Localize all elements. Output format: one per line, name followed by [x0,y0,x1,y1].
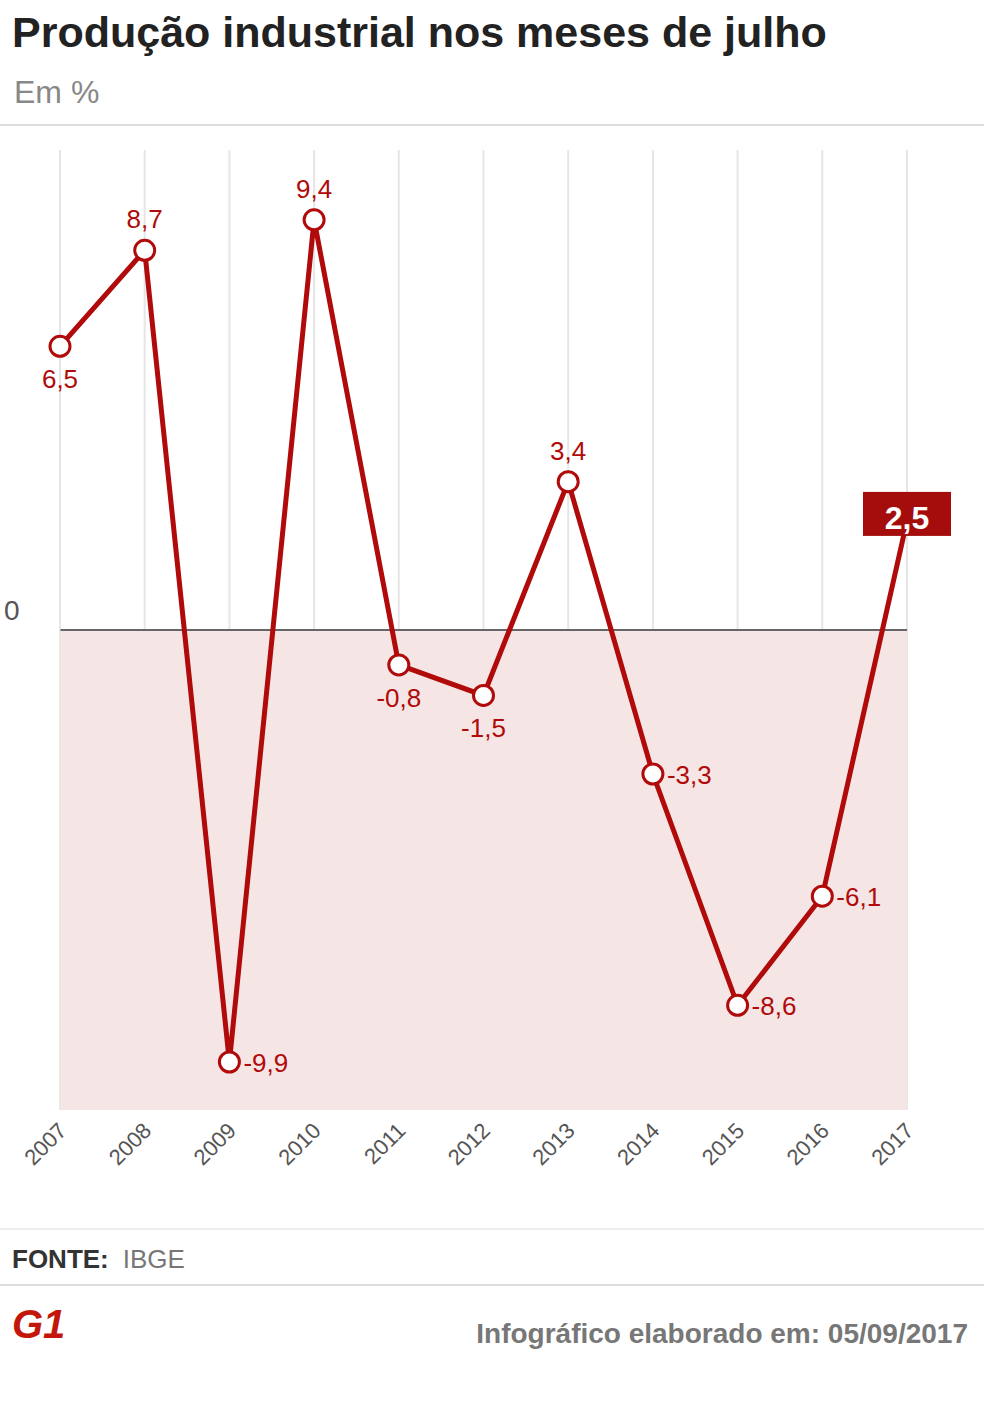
svg-text:-9,9: -9,9 [243,1048,288,1078]
svg-text:2010: 2010 [273,1118,325,1170]
html-text:Produção industrial nos meses: Produção industrial nos meses de julho [12,8,827,56]
svg-text:9,4: 9,4 [296,174,332,204]
svg-text:2012: 2012 [443,1118,495,1170]
html-text:FONTE:: FONTE: [12,1244,109,1274]
svg-text:0: 0 [8,595,20,626]
svg-text:6,5: 6,5 [42,364,78,394]
svg-text:-3,3: -3,3 [667,760,712,790]
svg-text:2009: 2009 [189,1118,241,1170]
svg-text:2,5: 2,5 [885,500,929,536]
svg-text:2017: 2017 [866,1118,918,1170]
svg-text:2016: 2016 [782,1118,834,1170]
svg-text:-1,5: -1,5 [461,713,506,743]
html-text:IBGE: IBGE [122,1244,185,1274]
svg-text:3,4: 3,4 [550,436,586,466]
svg-text:-6,1: -6,1 [836,882,881,912]
svg-text:2014: 2014 [612,1118,664,1170]
html-text:Em %: Em % [14,74,100,110]
svg-text:2015: 2015 [697,1118,749,1170]
svg-text:2008: 2008 [104,1118,156,1170]
svg-text:2011: 2011 [359,1118,410,1169]
html-text:Infográfico elaborado em: 05/0: Infográfico elaborado em: 05/09/2017 [476,1318,968,1349]
svg-text:2013: 2013 [527,1118,579,1170]
svg-text:-8,6: -8,6 [752,991,797,1021]
svg-text:8,7: 8,7 [127,204,163,234]
svg-text:2007: 2007 [19,1118,71,1170]
svg-text:-0,8: -0,8 [376,683,421,713]
html-text:G1: G1 [12,1302,66,1346]
